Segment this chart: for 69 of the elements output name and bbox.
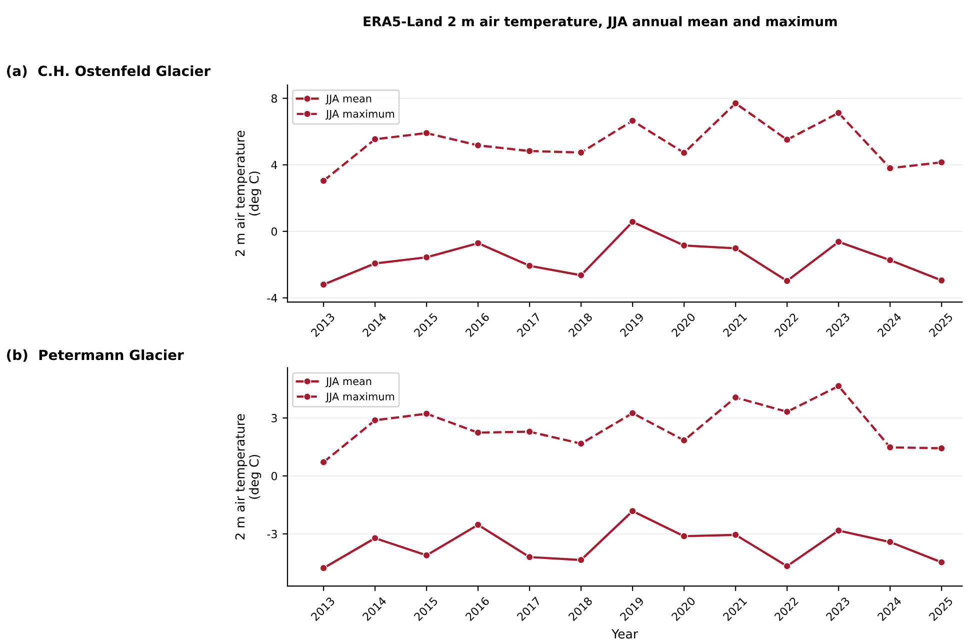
point — [320, 458, 328, 466]
point — [732, 244, 740, 252]
point — [422, 253, 430, 262]
point — [371, 135, 379, 144]
point — [732, 99, 740, 108]
point — [320, 564, 328, 572]
point — [732, 394, 740, 402]
point — [680, 148, 688, 157]
point — [783, 136, 791, 144]
point — [938, 158, 946, 166]
point — [371, 416, 379, 424]
point — [834, 109, 842, 117]
point — [938, 558, 946, 566]
point — [732, 530, 740, 539]
point — [422, 410, 430, 418]
point — [628, 507, 636, 515]
point — [422, 129, 430, 137]
y-tick-label: 0 — [271, 472, 278, 480]
point — [783, 277, 791, 285]
point — [886, 538, 894, 546]
point — [938, 444, 946, 452]
x-axis-title: Year — [612, 629, 638, 639]
y-tick-label: 4 — [271, 160, 278, 170]
point — [628, 116, 636, 125]
y-tick-label: 8 — [271, 94, 278, 103]
point — [783, 408, 791, 416]
point — [680, 242, 688, 250]
point — [834, 526, 842, 534]
point — [474, 239, 482, 248]
point — [886, 164, 894, 172]
text: (b) Petermann Glacier — [7, 349, 184, 362]
point — [371, 534, 379, 542]
text: (a) C.H. Ostenfeld Glacier — [7, 65, 211, 78]
point — [474, 520, 482, 529]
point — [526, 147, 534, 155]
point — [938, 276, 946, 284]
point — [526, 428, 534, 436]
point — [577, 556, 585, 564]
y-tick-label: 0 — [271, 227, 278, 236]
point — [680, 436, 688, 444]
point — [783, 562, 791, 570]
point — [526, 262, 534, 270]
point — [886, 256, 894, 264]
legend-label: JJA mean — [326, 377, 372, 388]
legend-label: JJA maximum — [326, 110, 394, 120]
point — [474, 141, 482, 150]
point — [680, 532, 688, 540]
text: ERA5-Land 2 m air temperature, JJA annual mean and maximum — [364, 16, 837, 29]
legend-label: JJA maximum — [326, 392, 394, 402]
point — [371, 260, 379, 268]
y-tick-label: 3 — [272, 414, 277, 422]
y-axis-title: 2 m air temperature (deg C) — [235, 414, 262, 540]
point — [886, 443, 894, 452]
y-tick-label: -4 — [267, 294, 278, 302]
point — [628, 218, 636, 226]
point — [422, 551, 430, 560]
point — [577, 271, 585, 280]
y-tick-label: -3 — [267, 530, 277, 538]
point — [320, 176, 328, 185]
legend-label: JJA mean — [326, 94, 372, 104]
point — [320, 280, 328, 288]
y-axis-title: 2 m air temperature (deg C) — [235, 130, 262, 256]
point — [834, 382, 842, 390]
point — [474, 428, 482, 437]
point — [834, 238, 842, 246]
point — [628, 409, 636, 418]
point — [577, 148, 585, 156]
point — [526, 553, 534, 561]
point — [577, 440, 585, 448]
